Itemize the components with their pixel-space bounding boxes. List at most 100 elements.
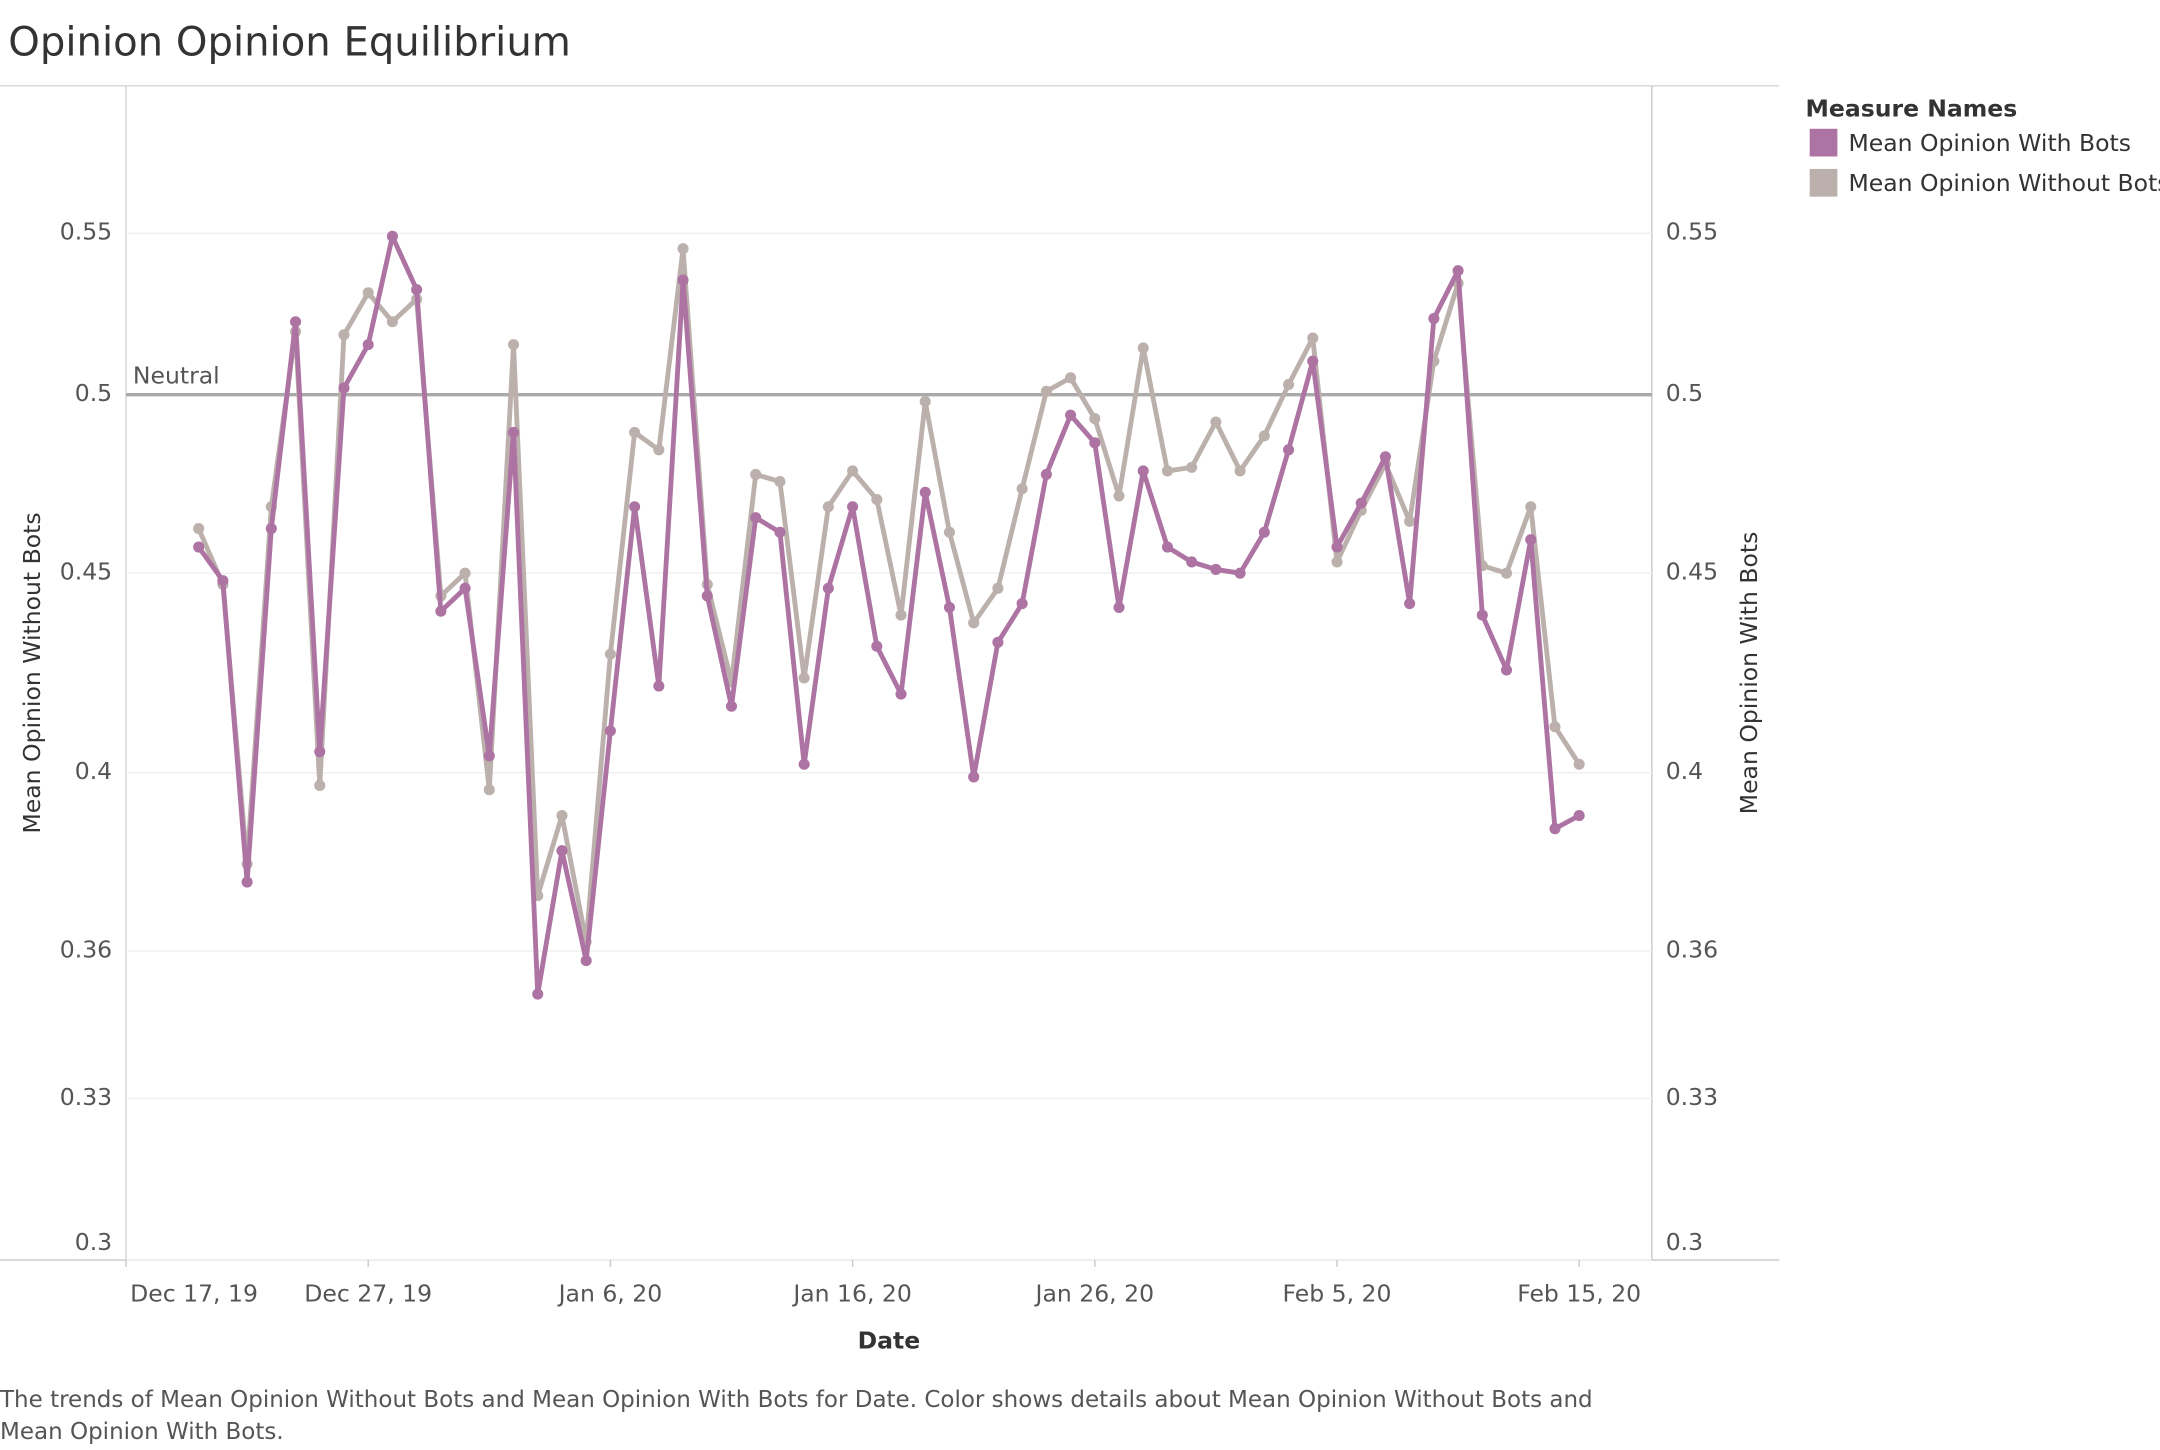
x-tick-label: Dec 17, 19 — [130, 1280, 258, 1308]
data-point — [629, 426, 641, 438]
data-point — [653, 680, 665, 692]
data-point — [1258, 526, 1270, 538]
data-point — [1065, 409, 1077, 421]
data-point — [1331, 556, 1343, 568]
data-point — [943, 601, 956, 613]
data-point — [1500, 664, 1513, 676]
data-point — [1234, 465, 1246, 477]
data-point — [290, 316, 302, 328]
data-point — [919, 486, 931, 498]
caption: The trends of Mean Opinion Without Bots … — [0, 1387, 1593, 1445]
data-point — [629, 501, 641, 513]
series-line — [196, 233, 1581, 997]
chart-title: Opinion Opinion Equilibrium — [8, 19, 571, 65]
data-point — [507, 426, 520, 438]
data-point — [193, 541, 205, 553]
data-point — [1137, 465, 1149, 477]
y2-tick-label: 0.3 — [1666, 1228, 1703, 1256]
data-point — [265, 523, 277, 535]
data-point — [1258, 430, 1270, 442]
data-point — [1283, 444, 1295, 456]
data-point — [750, 468, 762, 481]
y-tick-label: 0.3 — [75, 1228, 112, 1256]
y2-tick-label: 0.55 — [1666, 218, 1718, 246]
legend-label: Mean Opinion Without Bots — [1848, 169, 2160, 197]
data-point — [895, 609, 907, 621]
data-point — [1573, 758, 1585, 770]
y-tick-label: 0.36 — [60, 936, 112, 964]
data-point — [798, 758, 810, 770]
data-point — [532, 988, 544, 1000]
data-point — [1283, 379, 1295, 391]
data-point — [1525, 501, 1537, 513]
data-point — [1161, 465, 1173, 477]
data-point — [1040, 468, 1052, 481]
data-point — [1089, 437, 1101, 449]
data-point — [1210, 563, 1222, 575]
data-point — [314, 746, 326, 758]
y-tick-label: 0.33 — [60, 1083, 112, 1111]
data-point — [992, 636, 1004, 648]
data-point — [992, 582, 1004, 594]
data-point — [968, 771, 980, 783]
data-point — [1525, 534, 1537, 546]
y2-tick-label: 0.5 — [1666, 379, 1703, 407]
data-point — [774, 526, 786, 538]
reference-label: Neutral — [133, 362, 220, 390]
data-point — [483, 784, 495, 796]
x-tick-label: Dec 27, 19 — [304, 1280, 432, 1308]
data-point — [459, 567, 471, 579]
y2-tick-label: 0.33 — [1666, 1083, 1718, 1111]
data-point — [338, 382, 350, 394]
data-point — [580, 955, 592, 967]
y2-tick-label: 0.36 — [1666, 936, 1718, 964]
data-point — [1573, 810, 1585, 822]
data-point — [1065, 372, 1077, 384]
data-point — [1452, 265, 1464, 277]
data-point — [871, 493, 883, 506]
data-point — [386, 230, 398, 242]
data-point — [1186, 461, 1198, 473]
data-point — [435, 605, 447, 617]
data-point — [483, 750, 495, 762]
legend-title: Measure Names — [1806, 94, 2018, 122]
data-point — [847, 501, 859, 513]
data-point — [314, 779, 326, 791]
data-point — [1549, 721, 1561, 733]
data-point — [943, 526, 956, 538]
data-point — [459, 582, 471, 594]
data-point — [677, 243, 689, 255]
x-tick-label: Feb 15, 20 — [1517, 1280, 1641, 1308]
data-point — [507, 339, 520, 351]
data-point — [919, 395, 931, 408]
data-point — [217, 575, 229, 587]
data-point — [1137, 342, 1149, 354]
x-axis-title: Date — [858, 1327, 921, 1355]
data-point — [1404, 515, 1416, 527]
data-point — [798, 672, 810, 684]
data-point — [1016, 483, 1028, 495]
data-point — [895, 688, 907, 700]
legend-label: Mean Opinion With Bots — [1848, 129, 2131, 157]
y-tick-label: 0.55 — [60, 218, 112, 246]
data-point — [604, 725, 616, 737]
data-point — [701, 590, 713, 602]
data-point — [968, 617, 980, 629]
y-tick-label: 0.4 — [75, 757, 112, 785]
data-point — [1331, 541, 1343, 553]
data-point — [1161, 541, 1173, 553]
data-point — [1210, 416, 1222, 428]
data-point — [362, 339, 374, 351]
legend-swatch — [1809, 168, 1838, 197]
y-tick-label: 0.45 — [60, 558, 112, 586]
data-point — [1379, 451, 1391, 463]
data-point — [725, 700, 738, 712]
data-point — [386, 316, 398, 328]
data-point — [774, 476, 786, 488]
x-tick-label: Jan 16, 20 — [791, 1280, 912, 1308]
data-point — [556, 810, 568, 822]
data-point — [1113, 490, 1125, 502]
data-point — [871, 640, 883, 652]
data-point — [338, 329, 350, 341]
